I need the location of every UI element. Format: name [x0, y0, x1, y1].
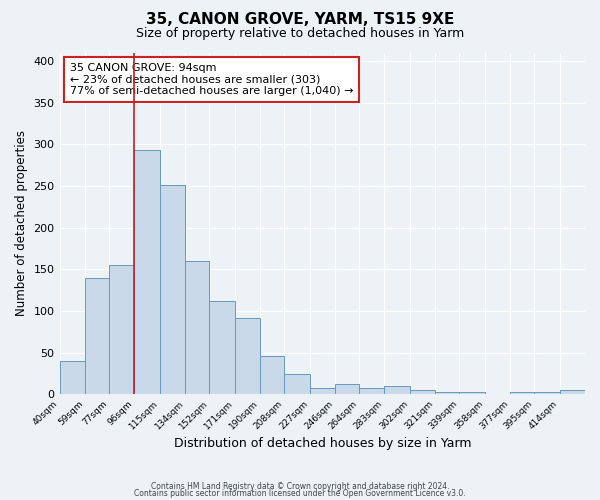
Bar [310, 388, 335, 394]
Text: 35 CANON GROVE: 94sqm
← 23% of detached houses are smaller (303)
77% of semi-det: 35 CANON GROVE: 94sqm ← 23% of detached … [70, 63, 353, 96]
Bar [385, 386, 410, 394]
Bar [534, 392, 560, 394]
X-axis label: Distribution of detached houses by size in Yarm: Distribution of detached houses by size … [173, 437, 471, 450]
Bar [160, 185, 185, 394]
Bar [85, 278, 109, 394]
Text: Size of property relative to detached houses in Yarm: Size of property relative to detached ho… [136, 28, 464, 40]
Bar [209, 301, 235, 394]
Text: 35, CANON GROVE, YARM, TS15 9XE: 35, CANON GROVE, YARM, TS15 9XE [146, 12, 454, 28]
Bar [560, 390, 585, 394]
Bar [335, 384, 359, 394]
Bar [260, 356, 284, 395]
Bar [410, 390, 435, 394]
Y-axis label: Number of detached properties: Number of detached properties [15, 130, 28, 316]
Bar [460, 392, 485, 394]
Bar [435, 392, 460, 394]
Bar [510, 392, 534, 394]
Text: Contains HM Land Registry data © Crown copyright and database right 2024.: Contains HM Land Registry data © Crown c… [151, 482, 449, 491]
Bar [359, 388, 385, 394]
Bar [109, 265, 134, 394]
Bar [59, 361, 85, 394]
Bar [134, 150, 160, 394]
Bar [235, 318, 260, 394]
Text: Contains public sector information licensed under the Open Government Licence v3: Contains public sector information licen… [134, 490, 466, 498]
Bar [185, 261, 209, 394]
Bar [284, 374, 310, 394]
